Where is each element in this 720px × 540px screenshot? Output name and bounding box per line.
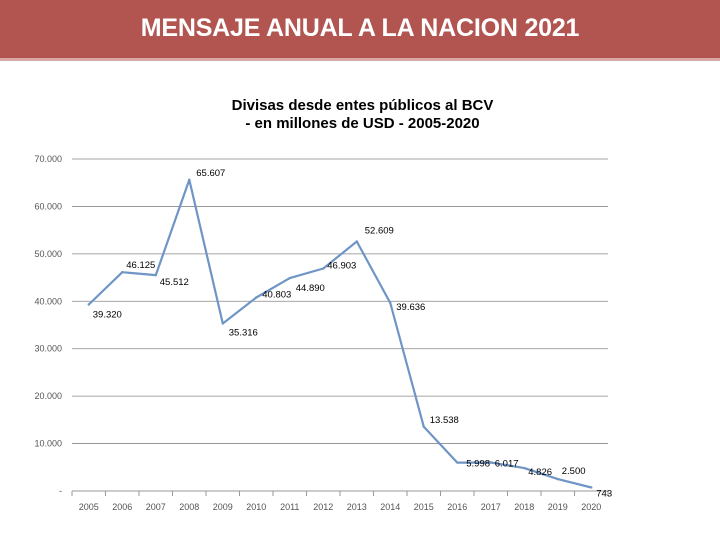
x-tick-label: 2005 [79, 502, 99, 512]
data-point [355, 240, 358, 243]
x-tick-label: 2018 [514, 502, 534, 512]
data-label: 44.890 [296, 283, 325, 294]
chart-title: Divisas desde entes públicos al BCV [231, 97, 494, 114]
data-point [489, 461, 492, 464]
x-tick-label: 2016 [447, 502, 467, 512]
data-point [556, 477, 559, 481]
page-title: MENSAJE ANUAL A LA NACION 2021 [140, 14, 580, 42]
data-label: 39.636 [396, 302, 425, 313]
data-label: 743 [596, 488, 612, 499]
data-point [422, 425, 425, 428]
data-point [87, 303, 90, 306]
x-tick-label: 2007 [146, 502, 166, 512]
data-label: 46.125 [126, 260, 155, 271]
chart-title-block: Divisas desde entes públicos al BCV - en… [150, 97, 575, 133]
y-tick-label: - [59, 486, 62, 496]
data-label: 6.017 [495, 458, 519, 469]
x-tick-label: 2010 [246, 502, 266, 512]
x-tick-label: 2013 [347, 502, 367, 512]
x-tick-label: 2019 [548, 502, 568, 512]
x-tick-label: 2011 [280, 502, 299, 512]
data-point [456, 461, 459, 464]
data-point [154, 273, 157, 277]
data-label: 40.803 [262, 289, 291, 300]
x-tick-label: 2017 [481, 502, 501, 512]
data-label: 39.320 [93, 310, 122, 321]
data-point [590, 486, 593, 489]
x-tick-label: 2014 [380, 502, 400, 512]
series-line [88, 178, 592, 489]
data-label: 4.826 [528, 467, 552, 478]
x-tick-label: 2006 [112, 502, 132, 512]
data-label: 52.609 [365, 225, 394, 236]
data-label: 45.512 [160, 277, 189, 288]
data-label: 13.538 [430, 415, 459, 426]
x-tick-label: 2012 [313, 502, 333, 512]
y-tick-label: 30.000 [34, 344, 62, 354]
y-tick-label: 60.000 [34, 201, 62, 211]
title-banner: MENSAJE ANUAL A LA NACION 2021 [0, 0, 720, 61]
data-label: 35.316 [229, 328, 258, 339]
y-tick-label: 10.000 [34, 439, 62, 449]
x-tick-label: 2015 [414, 502, 434, 512]
data-label: 46.903 [327, 261, 356, 272]
data-label: 5.998 [466, 459, 490, 470]
data-point [389, 301, 392, 305]
data-label: 65.607 [196, 168, 225, 179]
y-tick-label: 20.000 [34, 391, 62, 401]
data-point [288, 276, 291, 280]
x-tick-label: 2020 [581, 502, 601, 512]
data-point [523, 466, 526, 470]
data-point [188, 178, 191, 182]
y-tick-label: 70.000 [34, 154, 62, 164]
data-point [322, 267, 325, 270]
data-point [221, 322, 224, 325]
chart-subtitle: - en millones de USD - 2005-2020 [245, 115, 480, 132]
data-point [121, 271, 124, 274]
y-tick-label: 50.000 [34, 249, 62, 259]
y-tick-label: 40.000 [34, 296, 62, 306]
data-label: 2.500 [562, 466, 586, 477]
data-point [255, 296, 258, 299]
x-tick-label: 2009 [213, 502, 233, 512]
x-tick-label: 2008 [179, 502, 199, 512]
